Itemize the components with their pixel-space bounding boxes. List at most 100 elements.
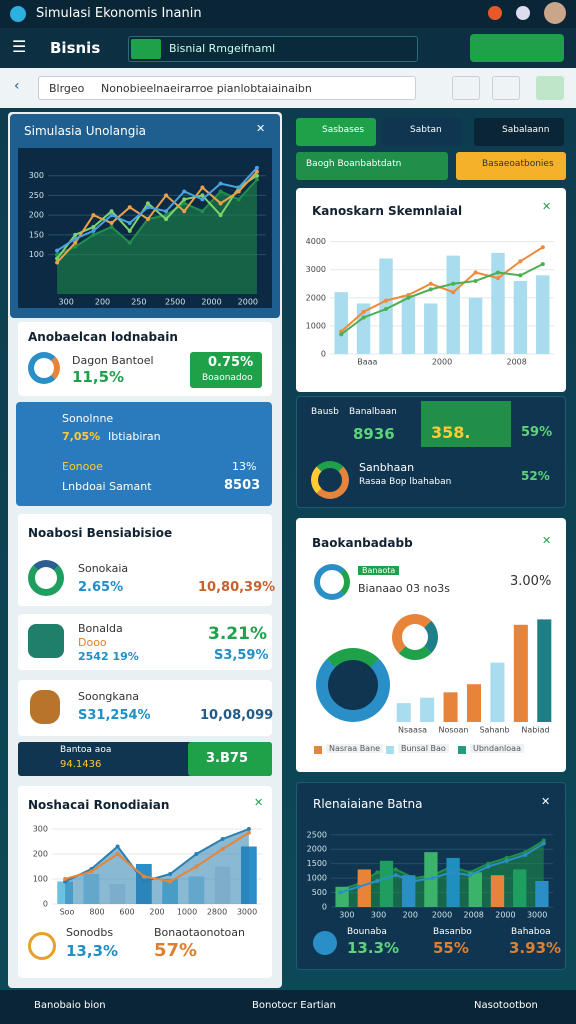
- list-card: Noabosi Bensiabisioe Sonokaia 2.65% 10,8…: [18, 514, 275, 606]
- legend-label: Nasraa Bane: [326, 744, 384, 753]
- footer-link[interactable]: Banobaio bion: [34, 1000, 106, 1011]
- status-badge[interactable]: 3.B75: [188, 742, 272, 776]
- stat-value: 13,3%: [66, 942, 119, 960]
- chart: 0 100 200 300 Soo 800 600 200 1000 2800 3000: [33, 825, 262, 917]
- point: [254, 165, 259, 170]
- value: 3.00%: [510, 574, 552, 589]
- point: [55, 248, 60, 253]
- x-tick-label: 2000: [432, 911, 452, 920]
- kpi-card: Bausb Banalbaan 8936 358. 59% Sanbhaan R…: [296, 396, 566, 508]
- point: [109, 209, 114, 214]
- small-pie: [392, 614, 438, 660]
- row-value: 13%: [232, 460, 257, 473]
- back[interactable]: Blrgeo: [49, 82, 85, 95]
- point: [63, 877, 68, 881]
- x-tick-label: 300: [59, 298, 74, 307]
- card-title: Rlenaiaiane Batna: [313, 797, 423, 811]
- y-tick-label: 200: [29, 211, 44, 220]
- close[interactable]: ✕: [254, 796, 264, 809]
- y-tick-label: 1000: [306, 321, 326, 330]
- kpi-label: Bausb: [311, 407, 339, 417]
- stat-value: 13.3%: [347, 939, 400, 957]
- point: [339, 332, 344, 337]
- y-tick-label: 0: [43, 900, 48, 909]
- point: [182, 197, 187, 202]
- point: [236, 185, 241, 190]
- kpi-label: Banalbaan: [349, 407, 397, 417]
- point: [384, 307, 388, 312]
- point: [115, 844, 120, 849]
- icon[interactable]: [516, 6, 530, 20]
- point: [73, 236, 78, 241]
- footer-link[interactable]: Bonotocr Eartian: [252, 1000, 336, 1011]
- tag: Banaota: [358, 566, 400, 575]
- button[interactable]: Basaeoatbonies: [456, 152, 566, 180]
- avatar[interactable]: [544, 2, 566, 24]
- close[interactable]: ✕: [256, 122, 266, 135]
- footer-link[interactable]: Nasotootbon: [474, 1000, 538, 1011]
- y-tick-label: 2000: [307, 845, 327, 854]
- stat-value: 57%: [154, 940, 198, 961]
- status-label: Bantoa aoa: [60, 745, 112, 755]
- point: [91, 232, 96, 237]
- point: [89, 869, 94, 874]
- tab-text: Sasbases: [322, 125, 365, 135]
- card-title: Kanoskarn Skemnlaial: [312, 204, 463, 218]
- point: [428, 287, 433, 292]
- y-tick-label: 150: [29, 230, 44, 239]
- point: [220, 837, 225, 841]
- button[interactable]: [536, 76, 564, 100]
- kpi-value: 59%: [521, 425, 553, 440]
- point: [541, 841, 546, 846]
- x-tick-label: 200: [95, 298, 110, 307]
- x-tick-label: Baaa: [357, 358, 377, 367]
- point: [164, 213, 169, 218]
- tab[interactable]: Sabalaann: [474, 118, 564, 146]
- bar: [334, 292, 348, 354]
- button[interactable]: [452, 76, 480, 100]
- list-item: Soongkana S31,254% 10,08,099: [18, 680, 273, 736]
- back-arrow[interactable]: ‹: [14, 78, 20, 94]
- select[interactable]: Baogh Boanbabtdatn: [296, 152, 448, 180]
- point: [200, 185, 205, 190]
- icon: [28, 560, 64, 596]
- point: [141, 874, 146, 879]
- button[interactable]: [492, 76, 520, 100]
- app-title: Simulasi Ekonomis Inanin: [36, 6, 202, 21]
- line: [339, 842, 545, 894]
- bar: [424, 303, 438, 354]
- point: [194, 852, 199, 856]
- tab[interactable]: Sabtan: [382, 118, 462, 146]
- bar: [443, 692, 458, 722]
- y-tick-label: 300: [29, 171, 44, 180]
- y-tick-label: 2500: [307, 830, 327, 839]
- icon[interactable]: [488, 6, 502, 20]
- tab[interactable]: Sasbases: [296, 118, 376, 146]
- point: [254, 177, 259, 182]
- point: [361, 309, 366, 314]
- point: [127, 240, 132, 245]
- close[interactable]: ✕: [542, 534, 552, 547]
- icon: [314, 564, 350, 600]
- point: [361, 315, 366, 320]
- kpi-value: 52%: [521, 469, 550, 483]
- action-group[interactable]: [470, 34, 564, 62]
- point: [73, 240, 78, 245]
- close[interactable]: ✕: [541, 795, 551, 808]
- x-tick-label: 2800: [207, 908, 227, 917]
- point: [115, 852, 120, 856]
- menu[interactable]: ☰: [12, 37, 27, 56]
- bar: [446, 255, 460, 354]
- point: [467, 873, 472, 878]
- x-tick-label: 200: [403, 911, 418, 920]
- search-box[interactable]: Bisnial Rmgeifnaml: [128, 36, 418, 62]
- stat-label: Bounaba: [347, 927, 387, 937]
- point: [141, 879, 146, 884]
- point: [254, 173, 259, 178]
- point: [127, 205, 132, 210]
- x-tick-label: 1000: [177, 908, 197, 917]
- point: [200, 197, 205, 202]
- close[interactable]: ✕: [542, 200, 552, 213]
- point: [356, 884, 361, 889]
- badge-text: 3.B75: [206, 751, 248, 766]
